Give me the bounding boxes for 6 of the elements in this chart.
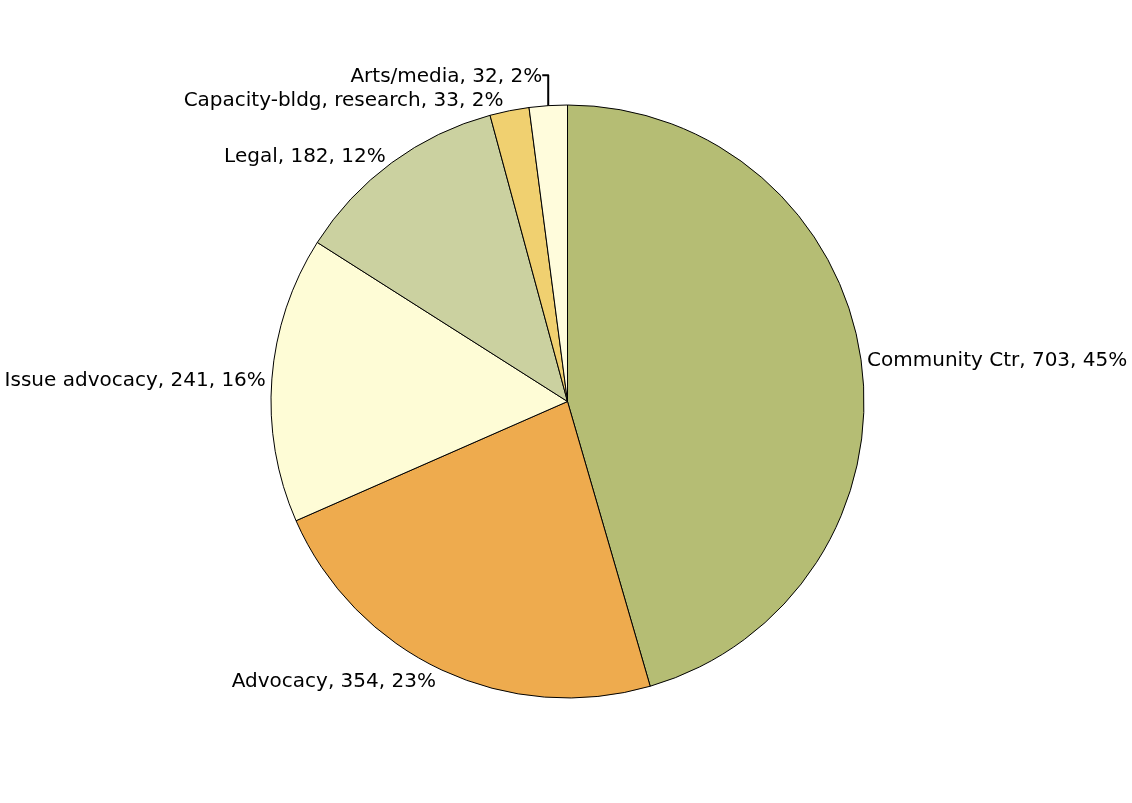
- slice-label: Advocacy, 354, 23%: [231, 667, 436, 692]
- slice-label: Arts/media, 32, 2%: [350, 63, 543, 88]
- slice-label: Community Ctr, 703, 45%: [867, 347, 1128, 372]
- slice-label: Legal, 182, 12%: [224, 142, 386, 167]
- slice-label: Issue advocacy, 241, 16%: [4, 366, 266, 391]
- slice-label: Capacity-bldg, research, 33, 2%: [183, 87, 504, 112]
